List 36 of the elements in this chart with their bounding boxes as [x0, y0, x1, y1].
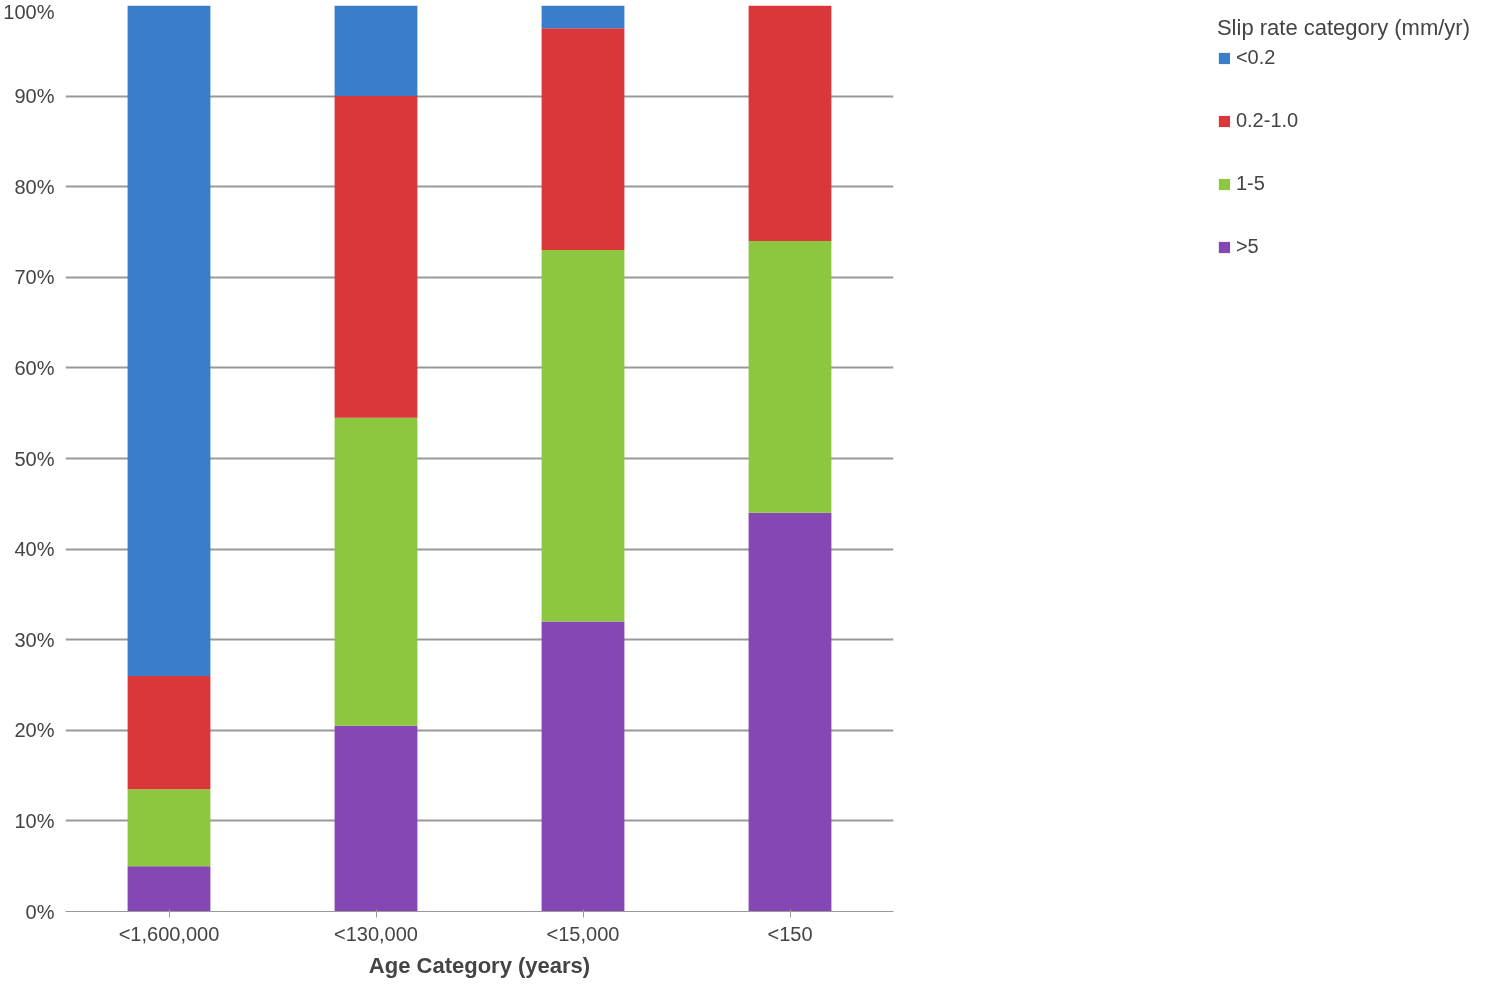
- legend-label: 1-5: [1235, 172, 1265, 195]
- bar: [748, 5, 832, 242]
- bar: [541, 250, 625, 622]
- y-tick-label: 40%: [14, 538, 55, 561]
- bar: [334, 96, 418, 418]
- bar: [541, 28, 625, 251]
- bar: [127, 5, 211, 676]
- y-tick-label: 10%: [14, 809, 55, 832]
- legend-title: Slip rate category (mm/yr): [1216, 15, 1470, 41]
- legend-label: >5: [1235, 235, 1259, 258]
- x-tick-label: <15,000: [546, 922, 620, 945]
- y-tick-label: 50%: [14, 447, 55, 470]
- x-tick-label: <130,000: [334, 922, 418, 945]
- y-tick-label: 100%: [3, 0, 55, 23]
- bar: [541, 5, 625, 29]
- y-tick-label: 70%: [14, 266, 55, 289]
- y-tick-label: 20%: [14, 719, 55, 742]
- y-tick-label: 80%: [14, 175, 55, 198]
- y-tick-label: 30%: [14, 628, 55, 651]
- bar: [127, 789, 211, 867]
- bar: [541, 621, 625, 912]
- legend-label: <0.2: [1235, 46, 1276, 69]
- bar: [127, 675, 211, 790]
- x-tick-label: <150: [767, 922, 813, 945]
- bar: [127, 866, 211, 912]
- bar: [748, 512, 832, 912]
- bar: [748, 241, 832, 513]
- y-tick-label: 0%: [25, 900, 55, 923]
- x-axis-title: Age Category (years): [368, 952, 591, 978]
- bar: [334, 725, 418, 912]
- x-tick-label: <1,600,000: [118, 922, 220, 945]
- bar: [334, 417, 418, 726]
- bar: [334, 5, 418, 97]
- y-tick-label: 60%: [14, 356, 55, 379]
- legend-label: 0.2-1.0: [1235, 109, 1299, 132]
- y-tick-label: 90%: [14, 85, 55, 108]
